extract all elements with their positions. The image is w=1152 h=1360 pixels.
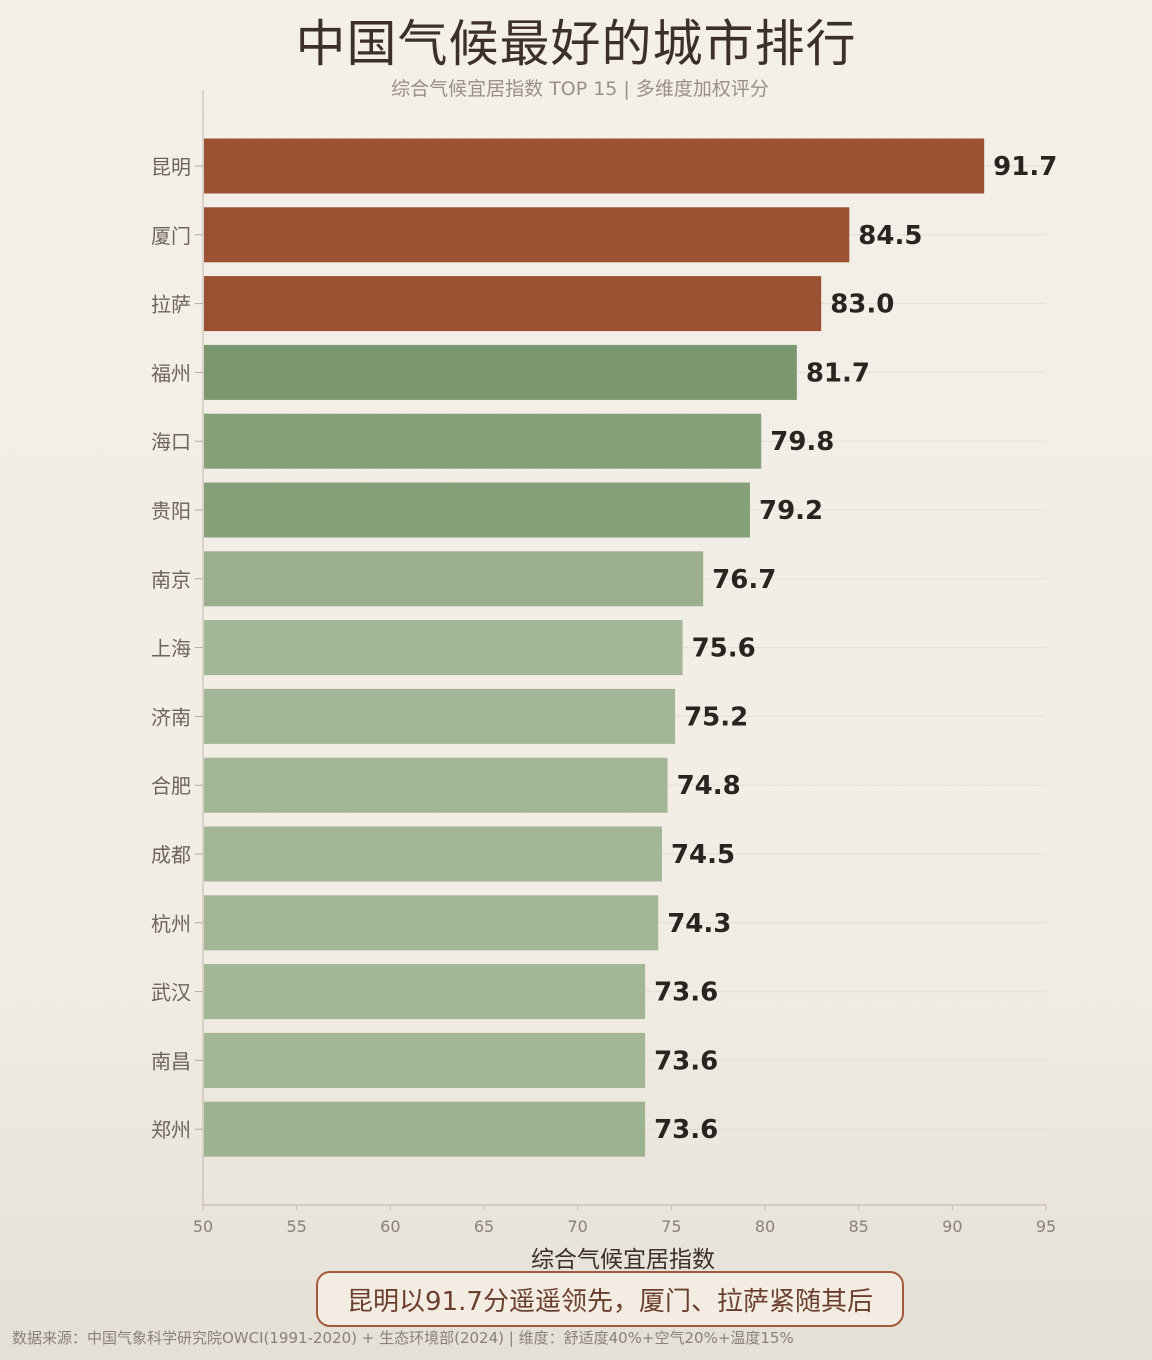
category-label: 昆明 [151, 155, 191, 179]
bar [204, 688, 676, 744]
data-label: 83.0 [830, 290, 894, 320]
data-label: 74.3 [667, 909, 731, 939]
bar [204, 551, 704, 607]
bar [204, 895, 659, 951]
x-tick-label: 55 [286, 1217, 306, 1236]
x-tick-label: 65 [474, 1217, 494, 1236]
category-label: 海口 [151, 430, 191, 454]
data-label: 73.6 [654, 1046, 718, 1076]
data-label: 76.7 [712, 565, 776, 595]
bar [204, 1032, 646, 1088]
category-label: 杭州 [151, 912, 191, 936]
bar [204, 276, 822, 332]
x-tick-label: 75 [661, 1217, 681, 1236]
data-label: 81.7 [806, 358, 870, 388]
category-label: 南昌 [151, 1049, 191, 1073]
x-tick-label: 85 [848, 1217, 868, 1236]
bar [204, 1101, 646, 1157]
chart-subtitle: 综合气候宜居指数 TOP 15 | 多维度加权评分 [391, 78, 769, 100]
bar [204, 620, 683, 676]
category-label: 拉萨 [151, 293, 191, 317]
annotation-callout: 昆明以91.7分遥遥领先，厦门、拉萨紧随其后 [316, 1271, 904, 1327]
category-label: 福州 [151, 361, 191, 385]
data-label: 84.5 [858, 221, 922, 251]
x-tick-label: 90 [942, 1217, 962, 1236]
data-label: 75.2 [684, 702, 748, 732]
data-label: 74.8 [677, 771, 741, 801]
bar [204, 138, 985, 194]
bar [204, 757, 668, 813]
x-tick-label: 70 [567, 1217, 587, 1236]
chart-title: 中国气候最好的城市排行 [295, 15, 857, 73]
bar [204, 964, 646, 1020]
bar [204, 482, 751, 538]
category-label: 上海 [151, 637, 191, 661]
data-label: 73.6 [654, 978, 718, 1008]
category-label: 贵阳 [151, 499, 191, 523]
category-label: 武汉 [151, 981, 191, 1005]
data-label: 74.5 [671, 840, 735, 870]
x-tick-label: 80 [755, 1217, 775, 1236]
x-tick-label: 50 [193, 1217, 213, 1236]
data-label: 79.8 [770, 427, 834, 457]
bar [204, 413, 762, 469]
data-label: 73.6 [654, 1115, 718, 1145]
data-label: 75.6 [692, 634, 756, 664]
category-label: 郑州 [151, 1118, 191, 1142]
bar [204, 344, 797, 400]
category-label: 合肥 [151, 774, 191, 798]
bar [204, 207, 850, 263]
category-label: 厦门 [151, 224, 191, 248]
data-source-note: 数据来源：中国气象科学研究院OWCI(1991-2020) + 生态环境部(20… [12, 1329, 794, 1347]
category-label: 南京 [151, 568, 191, 592]
x-axis-title: 综合气候宜居指数 [531, 1247, 715, 1273]
data-label: 91.7 [993, 152, 1057, 182]
data-label: 79.2 [759, 496, 823, 526]
x-tick-label: 95 [1036, 1217, 1056, 1236]
bar [204, 826, 662, 882]
category-label: 成都 [151, 843, 191, 867]
x-tick-label: 60 [380, 1217, 400, 1236]
category-label: 济南 [151, 705, 191, 729]
